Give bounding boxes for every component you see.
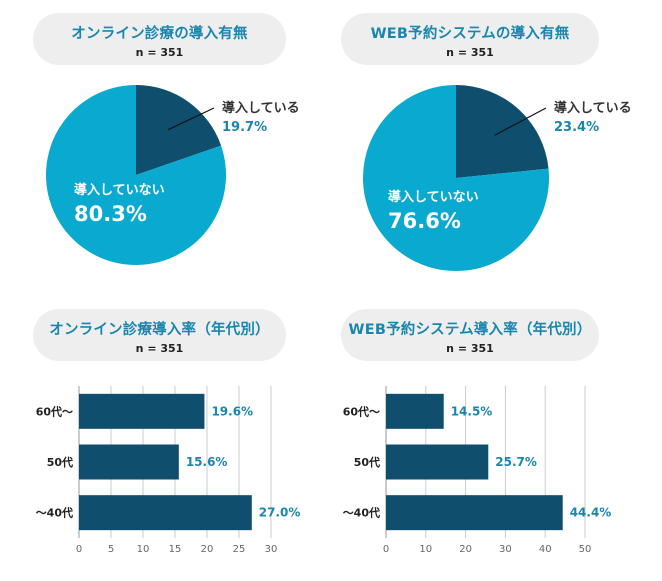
- chart-title: オンライン診療の導入有無: [71, 26, 248, 42]
- sample-size: n = 351: [135, 46, 184, 59]
- title-pill-web-bar: WEB予約システム導入率（年代別） n = 351: [341, 309, 599, 361]
- slice-label: 導入している: [554, 100, 632, 116]
- leader-line: [494, 107, 547, 136]
- x-tick-label: 5: [108, 544, 114, 555]
- bar: [79, 444, 179, 480]
- bar: [79, 393, 205, 429]
- category-label: ～40代: [36, 506, 73, 520]
- x-tick-label: 30: [499, 544, 512, 555]
- x-tick-label: 20: [201, 544, 214, 555]
- bar-chart-online: 0 5 10 15 20 25 30 60代～ 19.6% 50代 15.6% ～40代 27.0%: [36, 386, 301, 555]
- chart-title: WEB予約システム導入率（年代別）: [348, 322, 592, 338]
- x-tick-label: 15: [169, 544, 182, 555]
- slice-value-label: 23.4%: [554, 120, 599, 135]
- chart-title: オンライン診療導入率（年代別）: [49, 322, 270, 338]
- slice-label: 導入していない: [388, 189, 479, 205]
- x-tick-label: 25: [233, 544, 246, 555]
- title-pill-web-pie: WEB予約システムの導入有無 n = 351: [341, 13, 599, 65]
- bar-value-label: 14.5%: [451, 404, 493, 418]
- bar-value-label: 15.6%: [186, 455, 228, 469]
- pie-chart-web: 導入している 23.4% 導入していない 76.6%: [363, 85, 632, 271]
- category-label: 60代～: [343, 404, 380, 418]
- category-label: 60代～: [36, 404, 73, 418]
- category-label: ～40代: [343, 506, 380, 520]
- x-tick-label: 50: [579, 544, 592, 555]
- bar: [79, 495, 252, 531]
- x-tick-label: 40: [539, 544, 552, 555]
- x-tick-label: 30: [265, 544, 278, 555]
- category-label: 50代: [47, 455, 73, 469]
- title-pill-online-bar: オンライン診療導入率（年代別） n = 351: [33, 309, 286, 361]
- pie-slice: [363, 85, 549, 271]
- sample-size: n = 351: [446, 46, 494, 59]
- bar: [386, 495, 563, 531]
- bar-value-label: 19.6%: [211, 404, 253, 418]
- x-tick-label: 20: [459, 544, 472, 555]
- bar-value-label: 25.7%: [495, 455, 537, 469]
- slice-label: 導入している: [222, 100, 300, 116]
- bar: [386, 393, 444, 429]
- slice-label: 導入していない: [74, 182, 165, 198]
- bar-chart-web: 0 10 20 30 40 50 60代～ 14.5% 50代 25.7% ～40代 44.4%: [343, 386, 612, 555]
- x-tick-label: 0: [76, 544, 82, 555]
- x-tick-label: 0: [383, 544, 389, 555]
- title-pill-online-pie: オンライン診療の導入有無 n = 351: [33, 13, 286, 65]
- bar-value-label: 44.4%: [570, 506, 612, 520]
- sample-size: n = 351: [446, 342, 494, 355]
- pie-slice: [136, 85, 222, 175]
- pie-slice: [46, 85, 226, 265]
- leader-line: [168, 107, 215, 131]
- sample-size: n = 351: [135, 342, 184, 355]
- chart-title: WEB予約システムの導入有無: [370, 26, 570, 42]
- slice-value-label: 76.6%: [388, 209, 461, 233]
- slice-value-label: 80.3%: [74, 202, 147, 226]
- bar: [386, 444, 489, 480]
- x-tick-label: 10: [137, 544, 150, 555]
- slice-value-label: 19.7%: [222, 120, 267, 135]
- bar-value-label: 27.0%: [259, 506, 301, 520]
- x-tick-label: 10: [419, 544, 432, 555]
- pie-chart-online: 導入している 19.7% 導入していない 80.3%: [46, 85, 300, 265]
- category-label: 50代: [354, 455, 380, 469]
